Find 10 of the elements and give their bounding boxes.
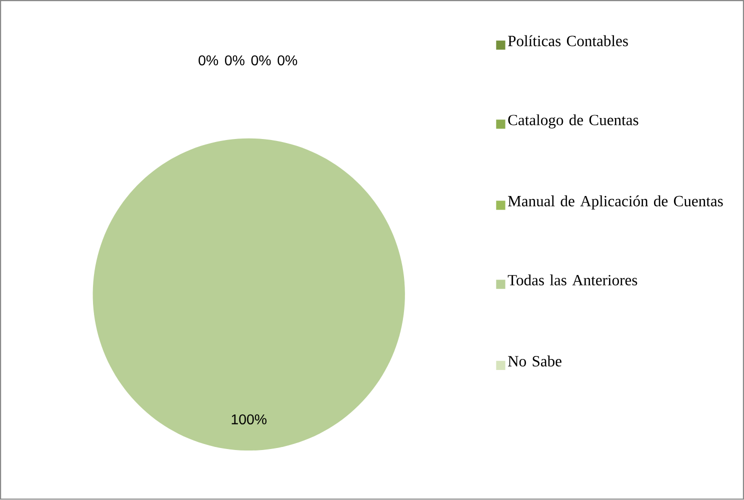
text: 0% [224,55,244,66]
legend-label: Todas las Anteriores [508,274,638,286]
legend-label: No Sabe [508,356,562,367]
legend-label: Manual de Aplicación de Cuentas [508,196,723,210]
text: 0% [251,55,271,66]
text: 0% [198,55,218,66]
legend-label: Catalogo de Cuentas [508,114,638,129]
legend-label: Políticas Contables [508,35,628,46]
data-label: 100% [232,414,266,424]
text: 0% [278,55,298,66]
